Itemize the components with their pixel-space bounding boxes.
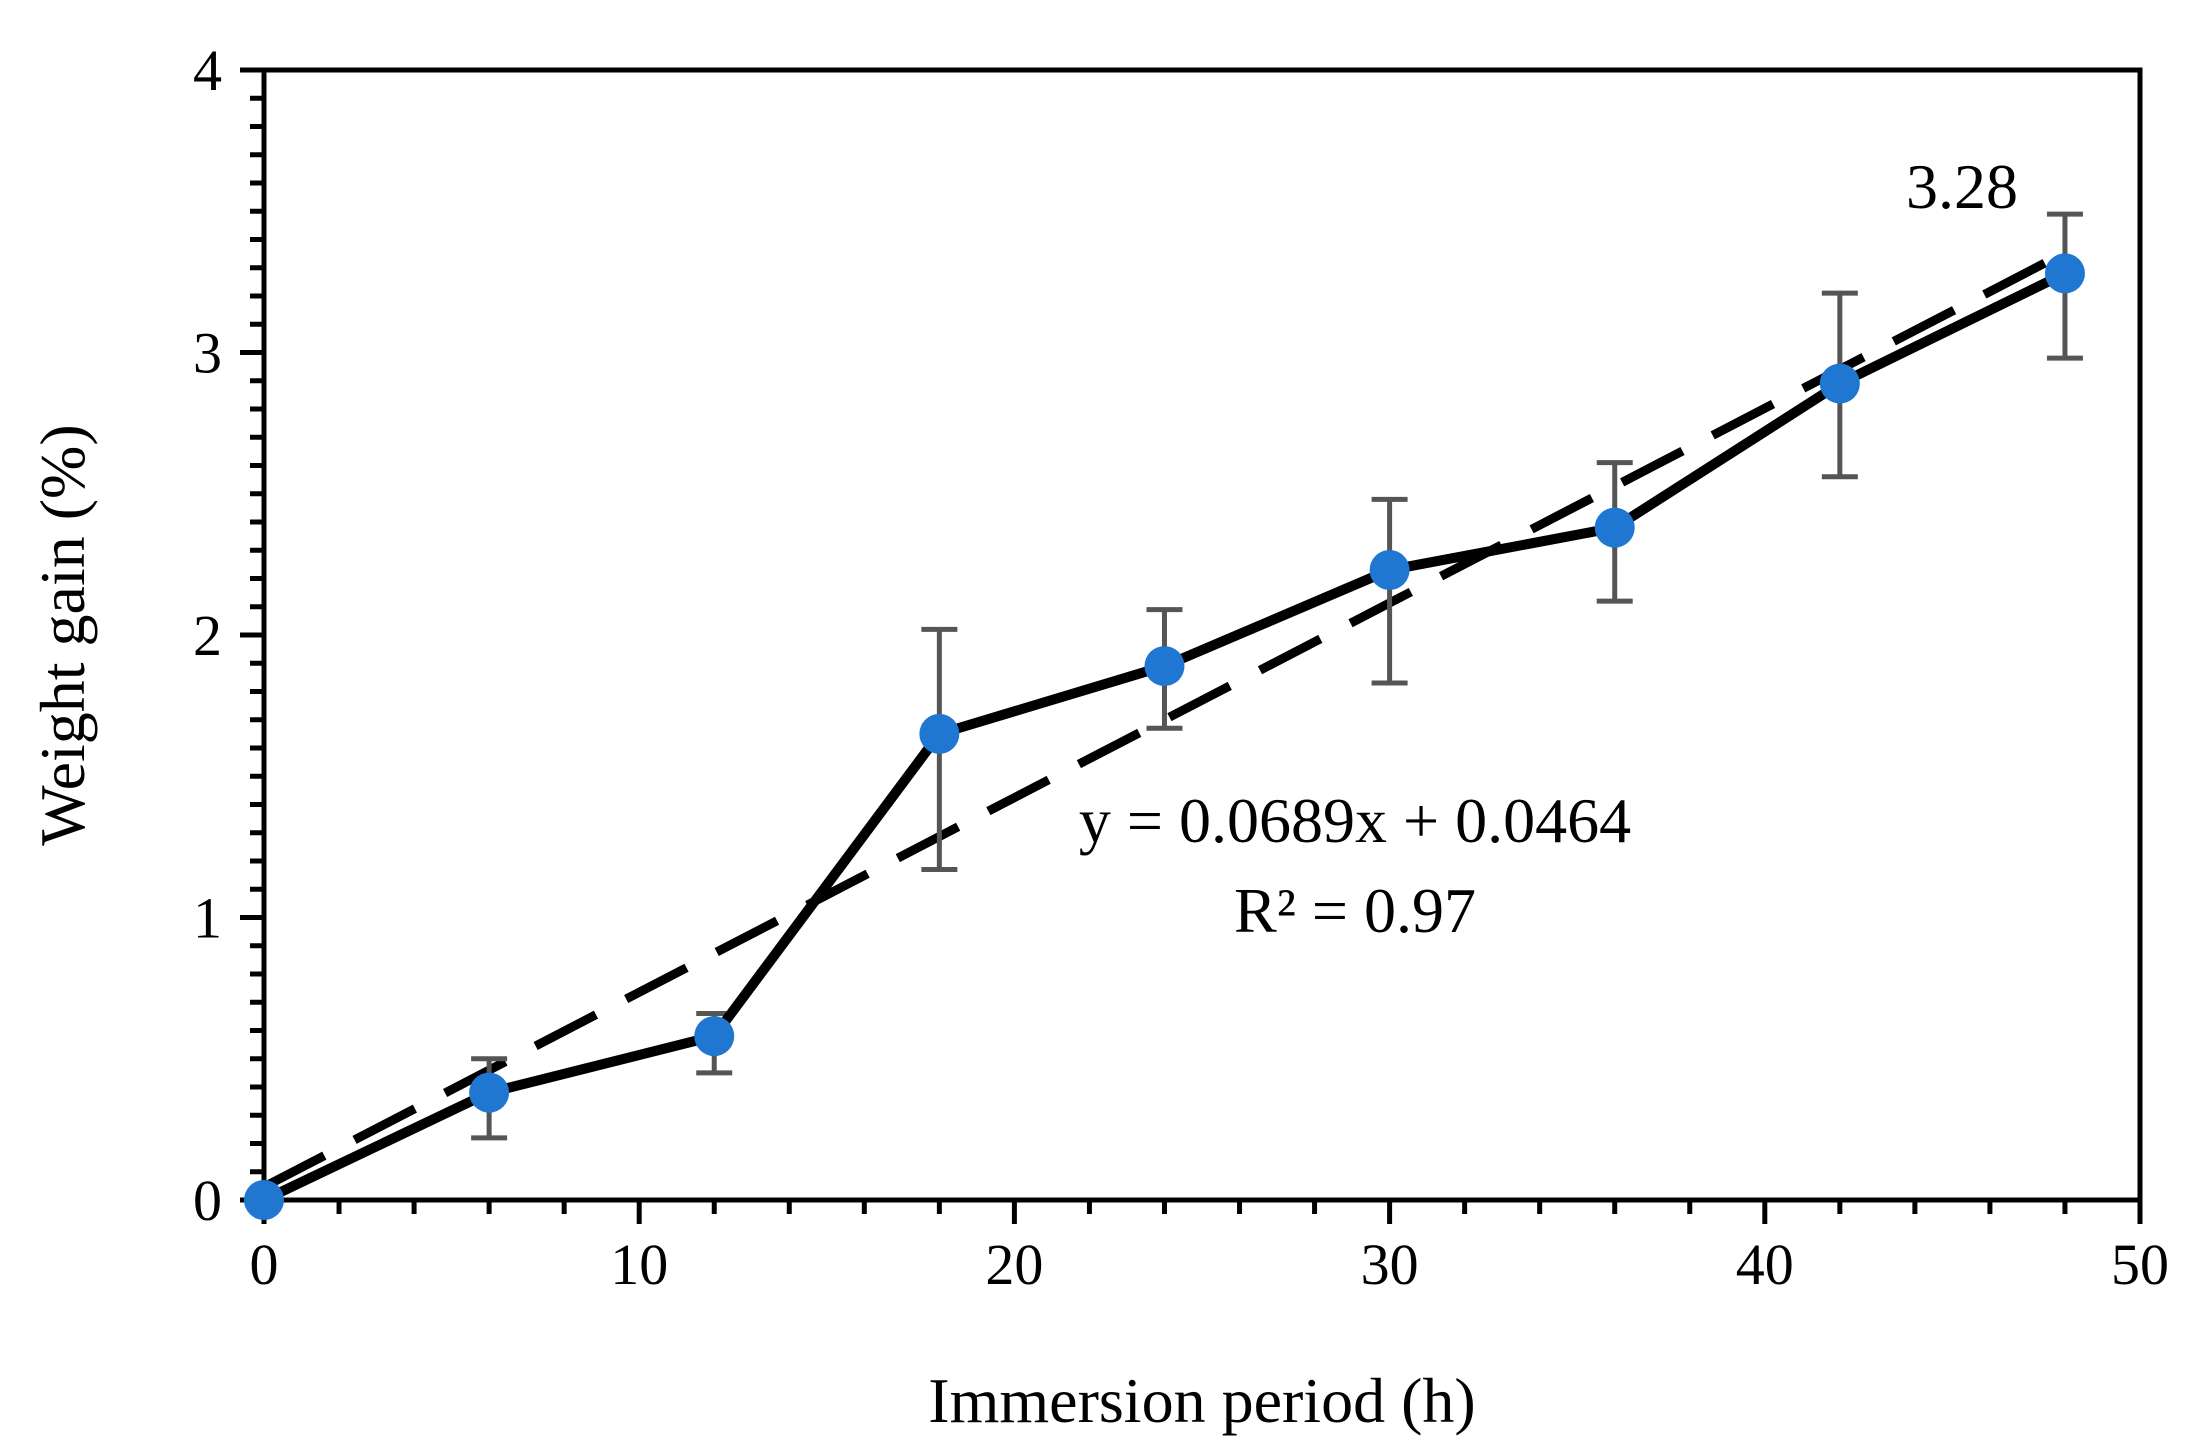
y-axis-title: Weight gain (%) (27, 424, 98, 845)
y-tick-label: 3 (193, 321, 222, 386)
y-tick-label: 0 (193, 1168, 222, 1233)
data-point (694, 1016, 735, 1057)
y-tick-label: 4 (193, 38, 222, 103)
trendline (261, 248, 2068, 1191)
data-point (1369, 550, 1410, 591)
x-tick-label: 40 (1736, 1232, 1794, 1297)
plot-frame (261, 67, 2143, 1203)
x-tick-label: 20 (985, 1232, 1043, 1297)
data-point (1594, 507, 1635, 548)
trendline-r-squared: R² = 0.97 (1234, 875, 1476, 946)
data-markers (244, 253, 2085, 1220)
series-line (261, 268, 2068, 1205)
data-point (469, 1072, 510, 1113)
x-axis-title: Immersion period (h) (928, 1365, 1475, 1436)
axis-tick-labels: 0 10 20 30 40 50 0 1 2 3 4 (193, 38, 2169, 1297)
y-tick-label: 1 (193, 886, 222, 951)
data-point (2044, 253, 2085, 294)
data-point (1819, 363, 1860, 404)
x-tick-label: 30 (1361, 1232, 1419, 1297)
data-point (244, 1180, 284, 1220)
y-tick-label: 2 (193, 603, 222, 668)
axis-ticks (240, 67, 2143, 1224)
x-tick-label: 50 (2111, 1232, 2169, 1297)
last-value-label: 3.28 (1906, 151, 2018, 222)
x-tick-label: 10 (610, 1232, 668, 1297)
data-point (1144, 646, 1185, 687)
error-bars (471, 211, 2083, 1141)
data-point (919, 713, 960, 754)
x-tick-label: 0 (250, 1232, 279, 1297)
trendline-equation: y = 0.0689x + 0.0464 (1079, 785, 1631, 856)
